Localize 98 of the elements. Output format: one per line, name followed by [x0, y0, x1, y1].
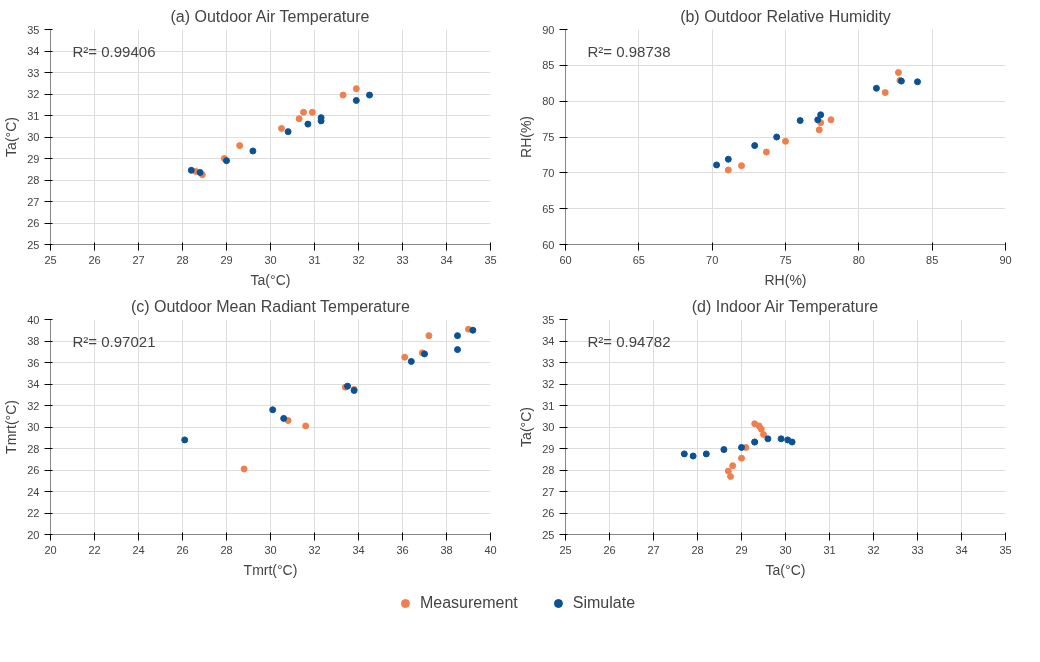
x-tick-label: 35 — [999, 543, 1012, 556]
y-tick-label: 32 — [542, 378, 555, 390]
chart-title: (c) Outdoor Mean Radiant Temperature — [130, 297, 410, 315]
y-tick-label: 28 — [542, 464, 555, 476]
y-axis-title: Ta(°C) — [3, 117, 20, 157]
x-tick-label: 29 — [220, 253, 233, 266]
x-axis-title: RH(%) — [764, 271, 807, 288]
x-tick-label: 65 — [632, 253, 645, 266]
x-tick-label: 34 — [352, 543, 365, 556]
x-tick-label: 28 — [220, 543, 233, 556]
x-tick-label: 22 — [88, 543, 101, 556]
x-tick-label: 80 — [852, 253, 865, 266]
y-tick-label: 26 — [27, 217, 40, 229]
y-tick-label: 34 — [27, 45, 40, 57]
y-tick-label: 26 — [27, 464, 40, 476]
x-tick-label: 90 — [999, 253, 1012, 266]
y-axis-title: RH(%) — [518, 116, 535, 158]
y-tick-label: 29 — [27, 152, 40, 165]
y-tick-label: 27 — [27, 195, 40, 208]
annotation: R²= 0.98738 — [587, 42, 671, 60]
y-tick-label: 32 — [27, 88, 40, 100]
x-tick-label: 30 — [264, 543, 277, 556]
y-tick-label: 30 — [27, 131, 40, 143]
y-tick-label: 34 — [542, 335, 555, 347]
x-tick-label: 25 — [559, 543, 572, 556]
y-tick-label: 80 — [542, 95, 555, 108]
annotation: R²= 0.97021 — [72, 332, 156, 350]
x-tick-label: 24 — [132, 543, 145, 556]
x-tick-label: 60 — [559, 253, 572, 266]
y-tick-label: 40 — [27, 313, 40, 326]
x-tick-label: 28 — [691, 543, 704, 556]
x-tick-label: 30 — [264, 253, 277, 266]
y-tick-label: 27 — [542, 485, 555, 498]
y-tick-label: 26 — [542, 507, 555, 519]
annotation: R²= 0.99406 — [72, 42, 156, 60]
x-tick-label: 33 — [396, 253, 409, 266]
x-tick-label: 40 — [484, 543, 497, 556]
x-tick-label: 26 — [603, 543, 616, 556]
x-tick-label: 26 — [176, 543, 189, 556]
x-tick-label: 85 — [926, 253, 939, 266]
x-tick-label: 20 — [44, 543, 57, 556]
y-tick-label: 85 — [542, 59, 555, 72]
x-tick-label: 32 — [352, 253, 365, 266]
y-tick-label: 33 — [542, 356, 555, 369]
x-tick-label: 29 — [735, 543, 748, 556]
y-tick-label: 36 — [27, 356, 40, 369]
legend-label: Measurement — [419, 593, 518, 612]
y-tick-label: 25 — [27, 238, 40, 251]
x-tick-label: 31 — [823, 543, 836, 556]
x-tick-label: 33 — [911, 543, 924, 556]
x-tick-label: 32 — [308, 543, 321, 556]
chart-title: (d) Indoor Air Temperature — [691, 297, 879, 315]
x-axis-title: Tmrt(°C) — [243, 561, 298, 578]
y-tick-label: 65 — [542, 202, 555, 215]
x-tick-label: 26 — [88, 253, 101, 266]
y-tick-label: 70 — [542, 166, 555, 179]
y-tick-label: 31 — [542, 399, 555, 412]
x-axis-title: Ta(°C) — [250, 271, 291, 288]
x-tick-label: 70 — [706, 253, 719, 266]
y-tick-label: 35 — [27, 23, 40, 36]
y-tick-label: 32 — [27, 399, 40, 412]
y-tick-label: 29 — [542, 442, 555, 455]
x-tick-label: 25 — [44, 253, 57, 266]
y-tick-label: 31 — [27, 109, 40, 122]
x-tick-label: 27 — [647, 543, 660, 556]
y-axis-title: Ta(°C) — [518, 407, 535, 447]
x-tick-label: 27 — [132, 253, 145, 266]
x-tick-label: 32 — [867, 543, 880, 556]
x-tick-label: 28 — [176, 253, 189, 266]
y-tick-label: 30 — [27, 421, 40, 433]
y-tick-label: 24 — [27, 485, 40, 498]
x-tick-label: 34 — [440, 253, 453, 266]
y-tick-label: 35 — [542, 313, 555, 326]
y-tick-label: 38 — [27, 335, 40, 347]
y-tick-label: 25 — [542, 528, 555, 541]
x-tick-label: 38 — [440, 543, 453, 556]
y-tick-label: 34 — [27, 378, 40, 390]
y-tick-label: 33 — [27, 66, 40, 79]
y-tick-label: 30 — [542, 421, 555, 433]
y-tick-label: 75 — [542, 131, 555, 143]
chart-title: (a) Outdoor Air Temperature — [170, 7, 370, 25]
y-tick-label: 60 — [542, 238, 555, 251]
x-tick-label: 30 — [779, 543, 792, 556]
legend-label: Simulate — [572, 593, 636, 612]
x-tick-label: 31 — [308, 253, 321, 266]
y-tick-label: 90 — [542, 23, 555, 36]
y-tick-label: 20 — [27, 528, 40, 541]
x-tick-label: 75 — [779, 253, 792, 266]
chart-title: (b) Outdoor Relative Humidity — [680, 7, 891, 25]
y-tick-label: 28 — [27, 442, 40, 455]
x-tick-label: 35 — [484, 253, 497, 266]
y-axis-title: Tmrt(°C) — [3, 400, 20, 454]
annotation: R²= 0.94782 — [587, 332, 671, 350]
y-tick-label: 28 — [27, 174, 40, 186]
x-tick-label: 36 — [396, 543, 409, 556]
x-axis-title: Ta(°C) — [765, 561, 806, 578]
y-tick-label: 22 — [27, 507, 40, 519]
x-tick-label: 34 — [955, 543, 968, 556]
